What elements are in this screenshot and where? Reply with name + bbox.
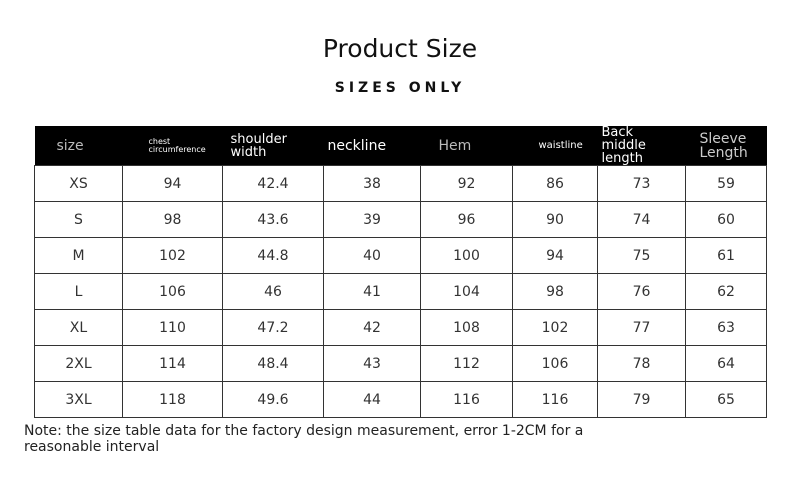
size-cell: S — [34, 201, 123, 238]
measure-cell: 40 — [323, 237, 421, 274]
size-cell: XL — [34, 309, 123, 346]
table-row: S 98 43.6 39 96 90 74 60 — [34, 201, 767, 238]
measure-cell: 96 — [420, 201, 513, 238]
column-header: Sleeve Length — [685, 126, 767, 166]
size-cell: 2XL — [34, 345, 123, 382]
measure-cell: 118 — [122, 381, 223, 418]
measure-cell: 46 — [222, 273, 324, 310]
measure-cell: 110 — [122, 309, 223, 346]
measure-cell: 106 — [512, 345, 598, 382]
measure-cell: 116 — [420, 381, 513, 418]
measure-cell: 43 — [323, 345, 421, 382]
measure-cell: 59 — [685, 165, 767, 202]
table-row: L 106 46 41 104 98 76 62 — [34, 273, 767, 310]
table-row: XS 94 42.4 38 92 86 73 59 — [34, 165, 767, 202]
measure-cell: 74 — [597, 201, 686, 238]
measure-cell: 73 — [597, 165, 686, 202]
measure-cell: 43.6 — [222, 201, 324, 238]
measure-cell: 104 — [420, 273, 513, 310]
table-row: 3XL 118 49.6 44 116 116 79 65 — [34, 381, 767, 418]
measure-cell: 94 — [512, 237, 598, 274]
measure-cell: 106 — [122, 273, 223, 310]
size-cell: L — [34, 273, 123, 310]
measure-cell: 112 — [420, 345, 513, 382]
measure-cell: 44 — [323, 381, 421, 418]
size-cell: M — [34, 237, 123, 274]
measure-cell: 116 — [512, 381, 598, 418]
measure-cell: 114 — [122, 345, 223, 382]
measure-cell: 65 — [685, 381, 767, 418]
measure-cell: 98 — [122, 201, 223, 238]
measure-cell: 48.4 — [222, 345, 324, 382]
title: Product Size — [322, 34, 478, 63]
measure-cell: 64 — [685, 345, 767, 382]
column-header: Hem — [420, 126, 513, 166]
measure-cell: 62 — [685, 273, 767, 310]
size-cell: 3XL — [34, 381, 123, 418]
measure-cell: 108 — [420, 309, 513, 346]
measure-cell: 44.8 — [222, 237, 324, 274]
measure-cell: 79 — [597, 381, 686, 418]
column-header: Back middle length — [597, 126, 686, 166]
measure-cell: 77 — [597, 309, 686, 346]
measure-cell: 49.6 — [222, 381, 324, 418]
measure-cell: 78 — [597, 345, 686, 382]
measure-cell: 61 — [685, 237, 767, 274]
column-header: waistline — [512, 126, 598, 166]
measure-cell: 60 — [685, 201, 767, 238]
measure-cell: 76 — [597, 273, 686, 310]
measure-cell: 102 — [512, 309, 598, 346]
measure-cell: 38 — [323, 165, 421, 202]
measure-cell: 102 — [122, 237, 223, 274]
subtitle: SIZES ONLY — [334, 80, 466, 96]
column-header: size — [34, 126, 123, 166]
measure-cell: 92 — [420, 165, 513, 202]
table-row: XL 110 47.2 42 108 102 77 63 — [34, 309, 767, 346]
measure-cell: 98 — [512, 273, 598, 310]
column-header: chest circumference — [122, 126, 223, 166]
size-table: size chest circumference shoulder width nec… — [34, 126, 767, 418]
measure-cell: 63 — [685, 309, 767, 346]
measure-cell: 86 — [512, 165, 598, 202]
size-cell: XS — [34, 165, 123, 202]
measure-cell: 90 — [512, 201, 598, 238]
note: Note: the size table data for the factor… — [24, 423, 584, 455]
measure-cell: 47.2 — [222, 309, 324, 346]
table-row: 2XL 114 48.4 43 112 106 78 64 — [34, 345, 767, 382]
measure-cell: 94 — [122, 165, 223, 202]
measure-cell: 39 — [323, 201, 421, 238]
measure-cell: 42 — [323, 309, 421, 346]
table-row: M 102 44.8 40 100 94 75 61 — [34, 237, 767, 274]
measure-cell: 41 — [323, 273, 421, 310]
column-header: shoulder width — [222, 126, 324, 166]
measure-cell: 100 — [420, 237, 513, 274]
measure-cell: 75 — [597, 237, 686, 274]
measure-cell: 42.4 — [222, 165, 324, 202]
column-header: neckline — [323, 126, 421, 166]
